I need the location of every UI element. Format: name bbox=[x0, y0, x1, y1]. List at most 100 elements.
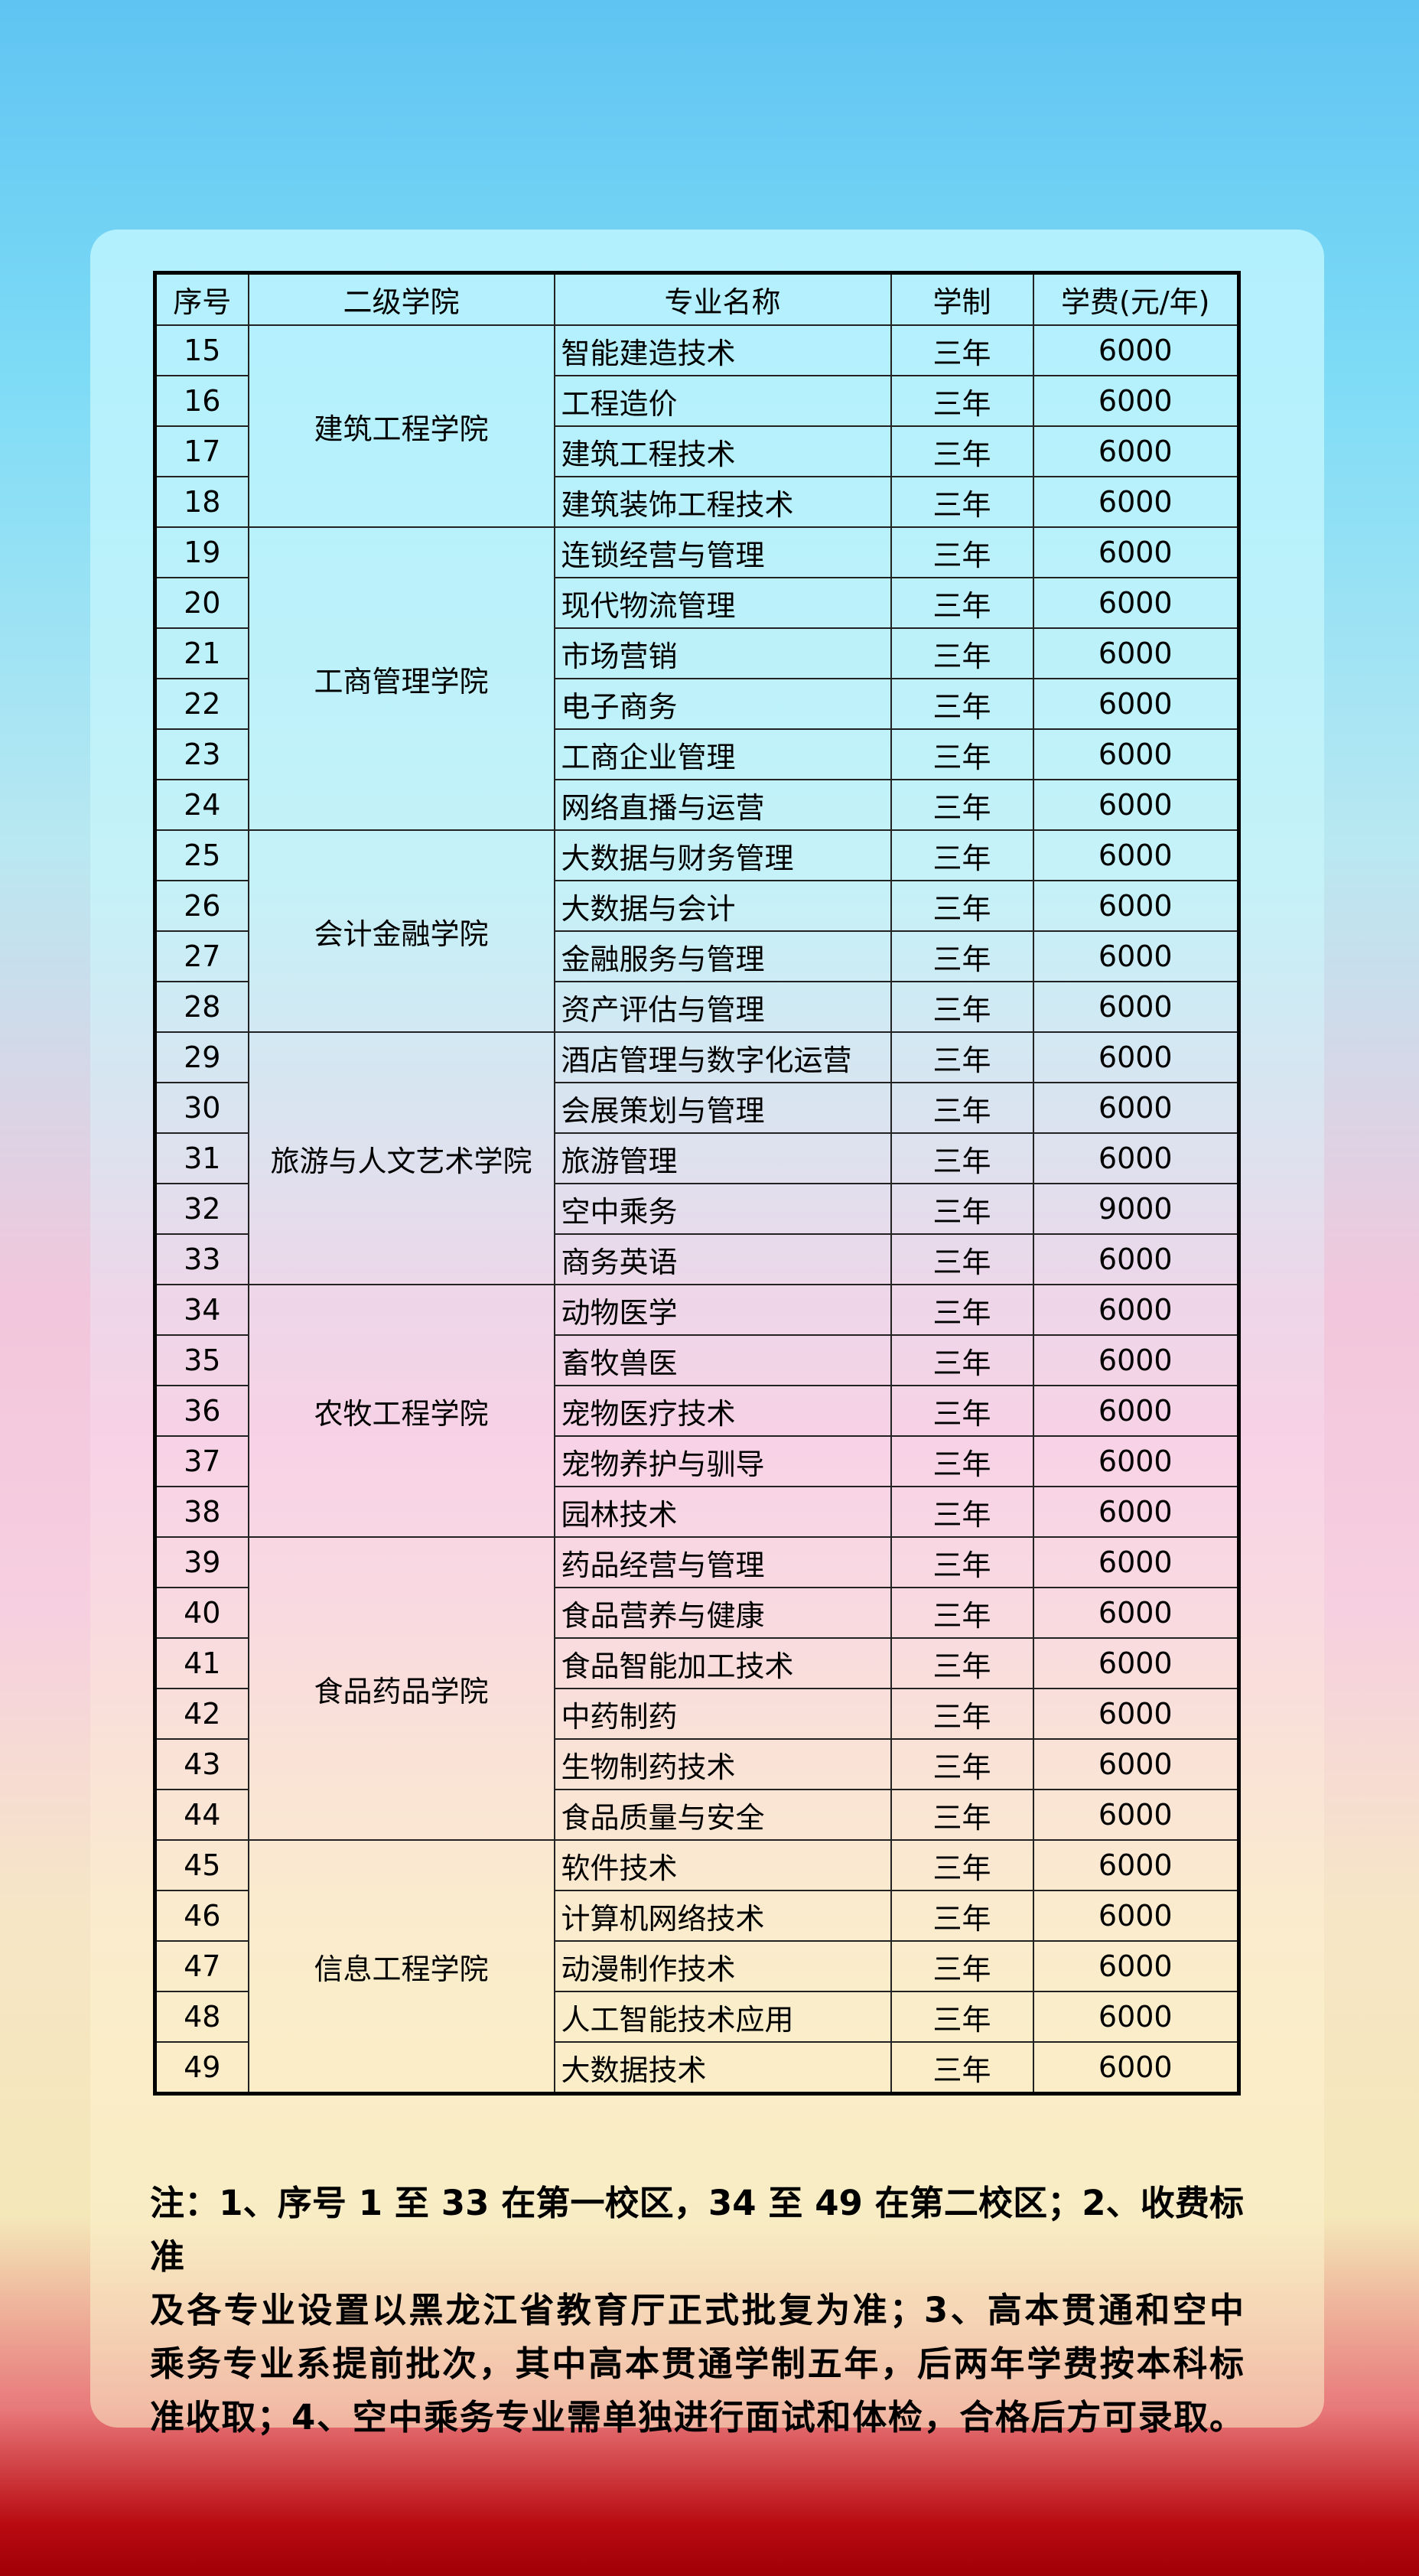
tuition: 6000 bbox=[1032, 1688, 1240, 1740]
duration: 三年 bbox=[890, 1132, 1034, 1184]
table-row: 26 大数据与会计 三年 6000 bbox=[154, 880, 1240, 932]
duration: 三年 bbox=[890, 577, 1034, 629]
tuition: 6000 bbox=[1032, 1940, 1240, 1992]
table-row: 36 宠物医疗技术 三年 6000 bbox=[154, 1385, 1240, 1437]
row-index: 17 bbox=[154, 425, 249, 477]
table-row: 45 信息工程学院 软件技术 三年 6000 bbox=[154, 1839, 1240, 2095]
duration: 三年 bbox=[890, 1183, 1034, 1235]
row-index: 25 bbox=[154, 829, 249, 881]
duration: 三年 bbox=[890, 930, 1034, 982]
major-name: 资产评估与管理 bbox=[553, 981, 892, 1033]
major-name: 工商企业管理 bbox=[553, 728, 892, 780]
major-name: 动物医学 bbox=[553, 1284, 892, 1336]
header-tuition: 学费(元/年) bbox=[1032, 272, 1240, 326]
row-index: 24 bbox=[154, 779, 249, 831]
tuition: 6000 bbox=[1032, 425, 1240, 477]
table-row: 48 人工智能技术应用 三年 6000 bbox=[154, 1991, 1240, 2043]
duration: 三年 bbox=[890, 526, 1034, 578]
tuition: 6000 bbox=[1032, 1587, 1240, 1639]
duration: 三年 bbox=[890, 425, 1034, 477]
duration: 三年 bbox=[890, 1233, 1034, 1285]
row-index: 18 bbox=[154, 476, 249, 528]
duration: 三年 bbox=[890, 1789, 1034, 1841]
row-index: 33 bbox=[154, 1233, 249, 1285]
tuition: 6000 bbox=[1032, 1132, 1240, 1184]
major-name: 食品智能加工技术 bbox=[553, 1637, 892, 1689]
duration: 三年 bbox=[890, 324, 1034, 376]
college-name: 食品药品学院 bbox=[247, 1536, 555, 1841]
table-row: 25 会计金融学院 大数据与财务管理 三年 6000 bbox=[154, 829, 1240, 1033]
major-name: 生物制药技术 bbox=[553, 1738, 892, 1790]
tuition: 6000 bbox=[1032, 2041, 1240, 2095]
major-name: 食品营养与健康 bbox=[553, 1587, 892, 1639]
tuition: 6000 bbox=[1032, 1284, 1240, 1336]
table-row: 46 计算机网络技术 三年 6000 bbox=[154, 1890, 1240, 1942]
major-name: 建筑工程技术 bbox=[553, 425, 892, 477]
table-row: 24 网络直播与运营 三年 6000 bbox=[154, 779, 1240, 831]
row-index: 36 bbox=[154, 1385, 249, 1437]
row-index: 32 bbox=[154, 1183, 249, 1235]
table-row: 29 旅游与人文艺术学院 酒店管理与数字化运营 三年 6000 bbox=[154, 1031, 1240, 1285]
table-row: 18 建筑装饰工程技术 三年 6000 bbox=[154, 476, 1240, 528]
duration: 三年 bbox=[890, 728, 1034, 780]
major-name: 园林技术 bbox=[553, 1486, 892, 1538]
major-name: 大数据与财务管理 bbox=[553, 829, 892, 881]
table-row: 22 电子商务 三年 6000 bbox=[154, 678, 1240, 730]
row-index: 20 bbox=[154, 577, 249, 629]
table-row: 15 建筑工程学院 智能建造技术 三年 6000 bbox=[154, 324, 1240, 528]
major-name: 会展策划与管理 bbox=[553, 1082, 892, 1134]
row-index: 26 bbox=[154, 880, 249, 932]
table-row: 19 工商管理学院 连锁经营与管理 三年 6000 bbox=[154, 526, 1240, 831]
table-row: 31 旅游管理 三年 6000 bbox=[154, 1132, 1240, 1184]
tuition-table: 序号 二级学院 专业名称 学制 学费(元/年) 15 建筑工程学院 智能建造技术 三年… bbox=[153, 271, 1241, 2096]
major-name: 大数据技术 bbox=[553, 2041, 892, 2095]
row-index: 19 bbox=[154, 526, 249, 578]
tuition: 6000 bbox=[1032, 526, 1240, 578]
row-index: 49 bbox=[154, 2041, 249, 2095]
duration: 三年 bbox=[890, 829, 1034, 881]
major-name: 计算机网络技术 bbox=[553, 1890, 892, 1942]
duration: 三年 bbox=[890, 1839, 1034, 1891]
major-name: 现代物流管理 bbox=[553, 577, 892, 629]
table-row: 20 现代物流管理 三年 6000 bbox=[154, 577, 1240, 629]
duration: 三年 bbox=[890, 1587, 1034, 1639]
major-name: 酒店管理与数字化运营 bbox=[553, 1031, 892, 1083]
college-name: 会计金融学院 bbox=[247, 829, 555, 1033]
duration: 三年 bbox=[890, 981, 1034, 1033]
duration: 三年 bbox=[890, 1991, 1034, 2043]
duration: 三年 bbox=[890, 1940, 1034, 1992]
major-name: 工程造价 bbox=[553, 375, 892, 427]
major-name: 畜牧兽医 bbox=[553, 1334, 892, 1386]
tuition: 6000 bbox=[1032, 1082, 1240, 1134]
duration: 三年 bbox=[890, 1435, 1034, 1487]
major-name: 市场营销 bbox=[553, 627, 892, 679]
row-index: 27 bbox=[154, 930, 249, 982]
tuition: 6000 bbox=[1032, 476, 1240, 528]
duration: 三年 bbox=[890, 627, 1034, 679]
college-name: 信息工程学院 bbox=[247, 1839, 555, 2095]
duration: 三年 bbox=[890, 1890, 1034, 1942]
major-name: 药品经营与管理 bbox=[553, 1536, 892, 1588]
major-name: 金融服务与管理 bbox=[553, 930, 892, 982]
row-index: 42 bbox=[154, 1688, 249, 1740]
tuition: 6000 bbox=[1032, 1890, 1240, 1942]
major-name: 智能建造技术 bbox=[553, 324, 892, 376]
tuition: 6000 bbox=[1032, 678, 1240, 730]
major-name: 商务英语 bbox=[553, 1233, 892, 1285]
tuition: 6000 bbox=[1032, 981, 1240, 1033]
tuition: 6000 bbox=[1032, 779, 1240, 831]
tuition: 6000 bbox=[1032, 1334, 1240, 1386]
duration: 三年 bbox=[890, 2041, 1034, 2095]
table-row: 43 生物制药技术 三年 6000 bbox=[154, 1738, 1240, 1790]
major-name: 宠物医疗技术 bbox=[553, 1385, 892, 1437]
row-index: 34 bbox=[154, 1284, 249, 1336]
duration: 三年 bbox=[890, 880, 1034, 932]
tuition: 6000 bbox=[1032, 930, 1240, 982]
duration: 三年 bbox=[890, 476, 1034, 528]
header-duration: 学制 bbox=[890, 272, 1034, 326]
major-name: 软件技术 bbox=[553, 1839, 892, 1891]
row-index: 41 bbox=[154, 1637, 249, 1689]
major-name: 食品质量与安全 bbox=[553, 1789, 892, 1841]
table-row: 23 工商企业管理 三年 6000 bbox=[154, 728, 1240, 780]
college-name: 旅游与人文艺术学院 bbox=[247, 1031, 555, 1285]
